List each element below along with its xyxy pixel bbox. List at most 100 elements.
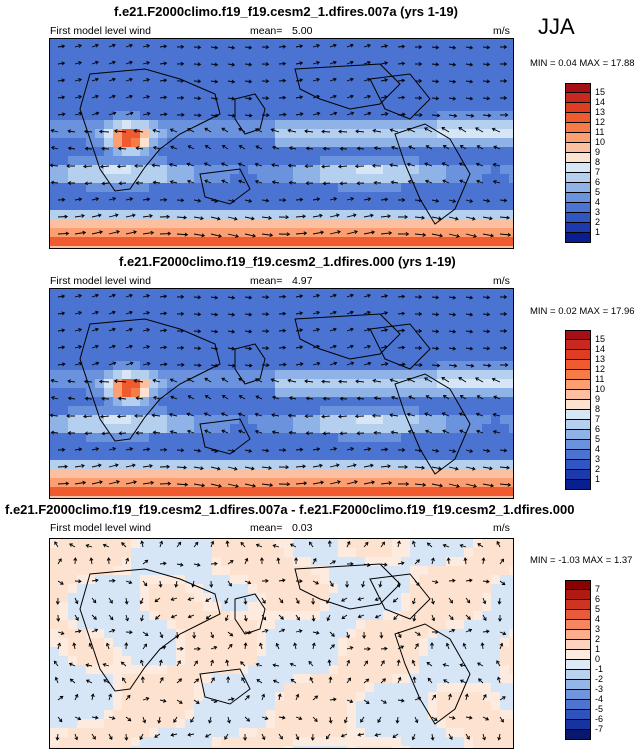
field-cell bbox=[86, 48, 96, 58]
field-cell bbox=[257, 138, 267, 148]
field-cell bbox=[491, 460, 501, 470]
field-cell bbox=[230, 289, 240, 299]
wind-vector-head bbox=[84, 181, 89, 186]
field-cell bbox=[104, 325, 114, 335]
field-cell bbox=[122, 496, 132, 498]
wind-vector bbox=[108, 328, 116, 332]
field-cell bbox=[329, 388, 339, 398]
field-cell bbox=[239, 334, 249, 344]
panel-2-title: f.e21.F2000climo.f19_f19.cesm2_1.dfires.… bbox=[119, 254, 456, 269]
wind-vector bbox=[329, 61, 337, 65]
wind-vector-head bbox=[384, 61, 389, 66]
field-cell bbox=[311, 397, 321, 407]
wind-vector-head bbox=[231, 79, 236, 84]
wind-vector bbox=[431, 46, 439, 49]
field-cell bbox=[419, 460, 429, 470]
field-cell bbox=[419, 548, 429, 558]
field-cell bbox=[437, 289, 447, 299]
wind-vector bbox=[295, 198, 303, 201]
field-cell bbox=[302, 629, 312, 639]
field-cell bbox=[230, 370, 240, 380]
field-cell bbox=[410, 487, 420, 497]
wind-vector-head bbox=[507, 232, 512, 237]
wind-vector-head bbox=[66, 164, 70, 168]
field-cell bbox=[455, 111, 465, 121]
wind-vector-head bbox=[204, 395, 209, 399]
field-cell bbox=[374, 48, 384, 58]
field-cell bbox=[239, 665, 249, 675]
wind-vector-head bbox=[504, 113, 509, 117]
field-cell bbox=[248, 93, 258, 103]
field-cell bbox=[248, 316, 258, 326]
field-cell bbox=[491, 701, 501, 711]
field-cell bbox=[284, 316, 294, 326]
field-cell bbox=[59, 388, 69, 398]
field-cell bbox=[329, 548, 339, 558]
field-cell bbox=[113, 39, 123, 49]
field-cell bbox=[275, 370, 285, 380]
field-cell bbox=[482, 246, 492, 248]
field-cell bbox=[293, 451, 303, 461]
wind-vector-head bbox=[384, 447, 389, 452]
field-cell bbox=[464, 129, 474, 139]
field-cell bbox=[194, 656, 204, 666]
field-cell bbox=[68, 75, 78, 85]
wind-vector bbox=[465, 46, 473, 49]
field-cell bbox=[356, 478, 366, 488]
wind-vector bbox=[329, 231, 341, 235]
field-cell bbox=[302, 201, 312, 211]
wind-vector-head bbox=[486, 79, 491, 84]
field-cell bbox=[365, 647, 375, 657]
field-cell bbox=[428, 469, 438, 479]
field-cell bbox=[257, 343, 267, 353]
wind-vector-head bbox=[61, 447, 66, 452]
wind-vector bbox=[57, 96, 65, 99]
field-cell bbox=[401, 701, 411, 711]
panel-3-mean-label: mean= bbox=[250, 522, 283, 534]
wind-vector bbox=[210, 296, 218, 299]
field-cell bbox=[473, 442, 483, 452]
field-cell bbox=[113, 219, 123, 229]
wind-vector-head bbox=[406, 127, 411, 132]
wind-vector bbox=[431, 449, 439, 452]
wind-vector bbox=[210, 114, 218, 117]
wind-vector-head bbox=[50, 145, 55, 150]
field-cell bbox=[491, 548, 501, 558]
wind-vector-head bbox=[98, 379, 103, 384]
field-cell bbox=[383, 156, 393, 166]
field-cell bbox=[320, 620, 330, 630]
wind-vector bbox=[329, 44, 337, 48]
field-cell bbox=[473, 424, 483, 434]
field-cell bbox=[437, 602, 447, 612]
wind-vector bbox=[68, 130, 76, 133]
field-cell bbox=[149, 602, 159, 612]
field-cell bbox=[383, 665, 393, 675]
panel-2-variable-label: First model level wind bbox=[50, 275, 151, 287]
wind-vector-head bbox=[265, 312, 270, 317]
field-cell bbox=[68, 584, 78, 594]
wind-vector bbox=[134, 380, 144, 383]
field-cell bbox=[185, 246, 195, 248]
field-cell bbox=[77, 246, 87, 248]
field-cell bbox=[509, 442, 513, 452]
field-cell bbox=[464, 602, 474, 612]
field-cell bbox=[356, 629, 366, 639]
field-cell bbox=[131, 201, 141, 211]
wind-vector bbox=[261, 216, 272, 219]
field-cell bbox=[212, 469, 222, 479]
wind-vector bbox=[482, 114, 491, 117]
field-cell bbox=[158, 442, 168, 452]
field-cell bbox=[437, 156, 447, 166]
field-cell bbox=[284, 460, 294, 470]
field-cell bbox=[68, 66, 78, 76]
colorbar-box bbox=[565, 370, 591, 380]
field-cell bbox=[203, 156, 213, 166]
wind-vector bbox=[91, 95, 99, 99]
field-cell bbox=[203, 593, 213, 603]
field-cell bbox=[365, 388, 375, 398]
field-cell bbox=[104, 66, 114, 76]
field-cell bbox=[275, 48, 285, 58]
field-cell bbox=[104, 316, 114, 326]
wind-vector-head bbox=[95, 310, 99, 315]
field-cell bbox=[95, 307, 105, 317]
